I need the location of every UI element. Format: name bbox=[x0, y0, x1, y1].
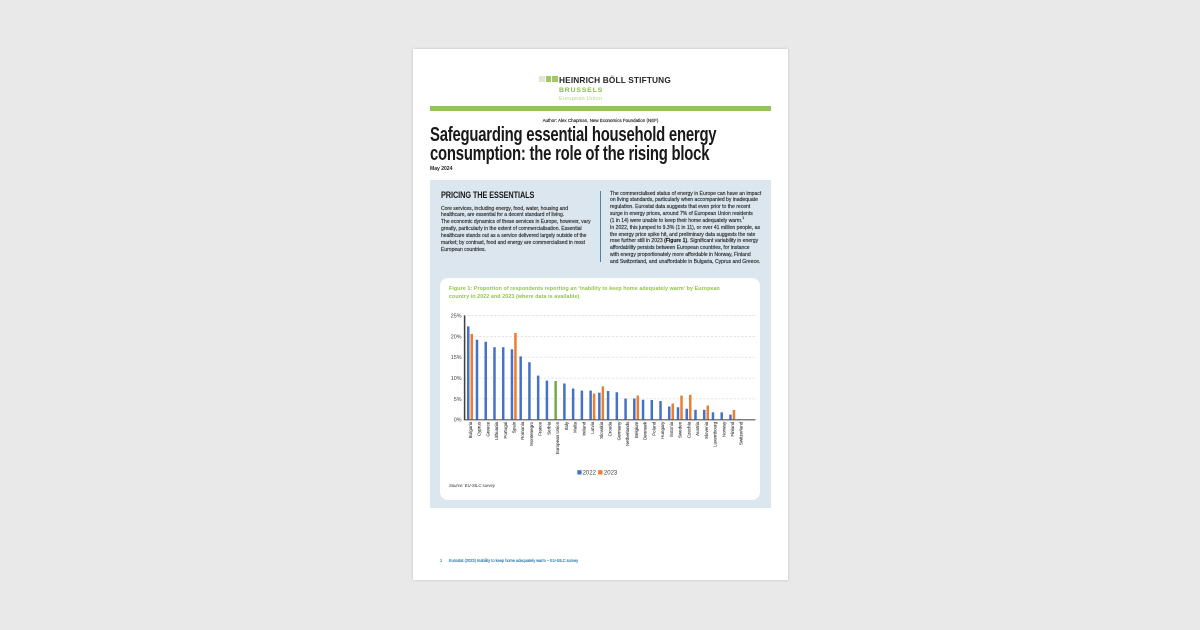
svg-text:Romania: Romania bbox=[520, 421, 525, 440]
svg-text:15%: 15% bbox=[450, 355, 461, 361]
svg-text:Slovakia: Slovakia bbox=[598, 421, 603, 439]
svg-text:Estonia: Estonia bbox=[668, 421, 673, 437]
svg-text:0%: 0% bbox=[453, 417, 461, 423]
svg-text:Switzerland: Switzerland bbox=[738, 421, 743, 445]
svg-text:2022: 2022 bbox=[582, 470, 596, 476]
svg-text:Poland: Poland bbox=[651, 421, 656, 436]
svg-text:Ireland: Ireland bbox=[581, 421, 586, 435]
svg-text:Norway: Norway bbox=[721, 421, 726, 437]
svg-text:Cyprus: Cyprus bbox=[476, 421, 481, 436]
svg-text:Finland: Finland bbox=[730, 421, 735, 436]
svg-text:5%: 5% bbox=[453, 396, 461, 402]
svg-text:Netherlands: Netherlands bbox=[625, 421, 630, 446]
svg-text:Italy: Italy bbox=[563, 421, 568, 430]
svg-text:25%: 25% bbox=[450, 313, 461, 319]
svg-text:Malta: Malta bbox=[572, 421, 577, 433]
svg-text:Czechia: Czechia bbox=[686, 421, 691, 438]
svg-text:Lithuania: Lithuania bbox=[494, 421, 499, 440]
svg-text:Croatia: Croatia bbox=[607, 421, 612, 436]
svg-text:Austria: Austria bbox=[695, 421, 700, 436]
svg-text:Latvia: Latvia bbox=[590, 421, 595, 434]
svg-text:Portugal: Portugal bbox=[502, 421, 507, 438]
svg-text:Belgium: Belgium bbox=[633, 421, 638, 438]
svg-text:Slovenia: Slovenia bbox=[703, 421, 708, 439]
svg-text:France: France bbox=[537, 421, 542, 436]
svg-text:Denmark: Denmark bbox=[642, 421, 647, 440]
svg-text:Greece: Greece bbox=[485, 421, 490, 436]
svg-text:Luxembourg: Luxembourg bbox=[712, 421, 717, 447]
svg-text:Germany: Germany bbox=[616, 421, 621, 440]
svg-text:European Union: European Union bbox=[555, 421, 560, 454]
svg-text:Montenegro: Montenegro bbox=[528, 421, 533, 446]
svg-text:2023: 2023 bbox=[603, 470, 617, 476]
svg-text:Bulgaria: Bulgaria bbox=[467, 421, 472, 438]
svg-text:Spain: Spain bbox=[511, 421, 516, 433]
svg-text:Hungary: Hungary bbox=[660, 421, 665, 439]
svg-text:Serbia: Serbia bbox=[546, 421, 551, 435]
svg-text:20%: 20% bbox=[450, 334, 461, 340]
svg-text:Sweden: Sweden bbox=[677, 421, 682, 438]
svg-text:10%: 10% bbox=[450, 376, 461, 382]
